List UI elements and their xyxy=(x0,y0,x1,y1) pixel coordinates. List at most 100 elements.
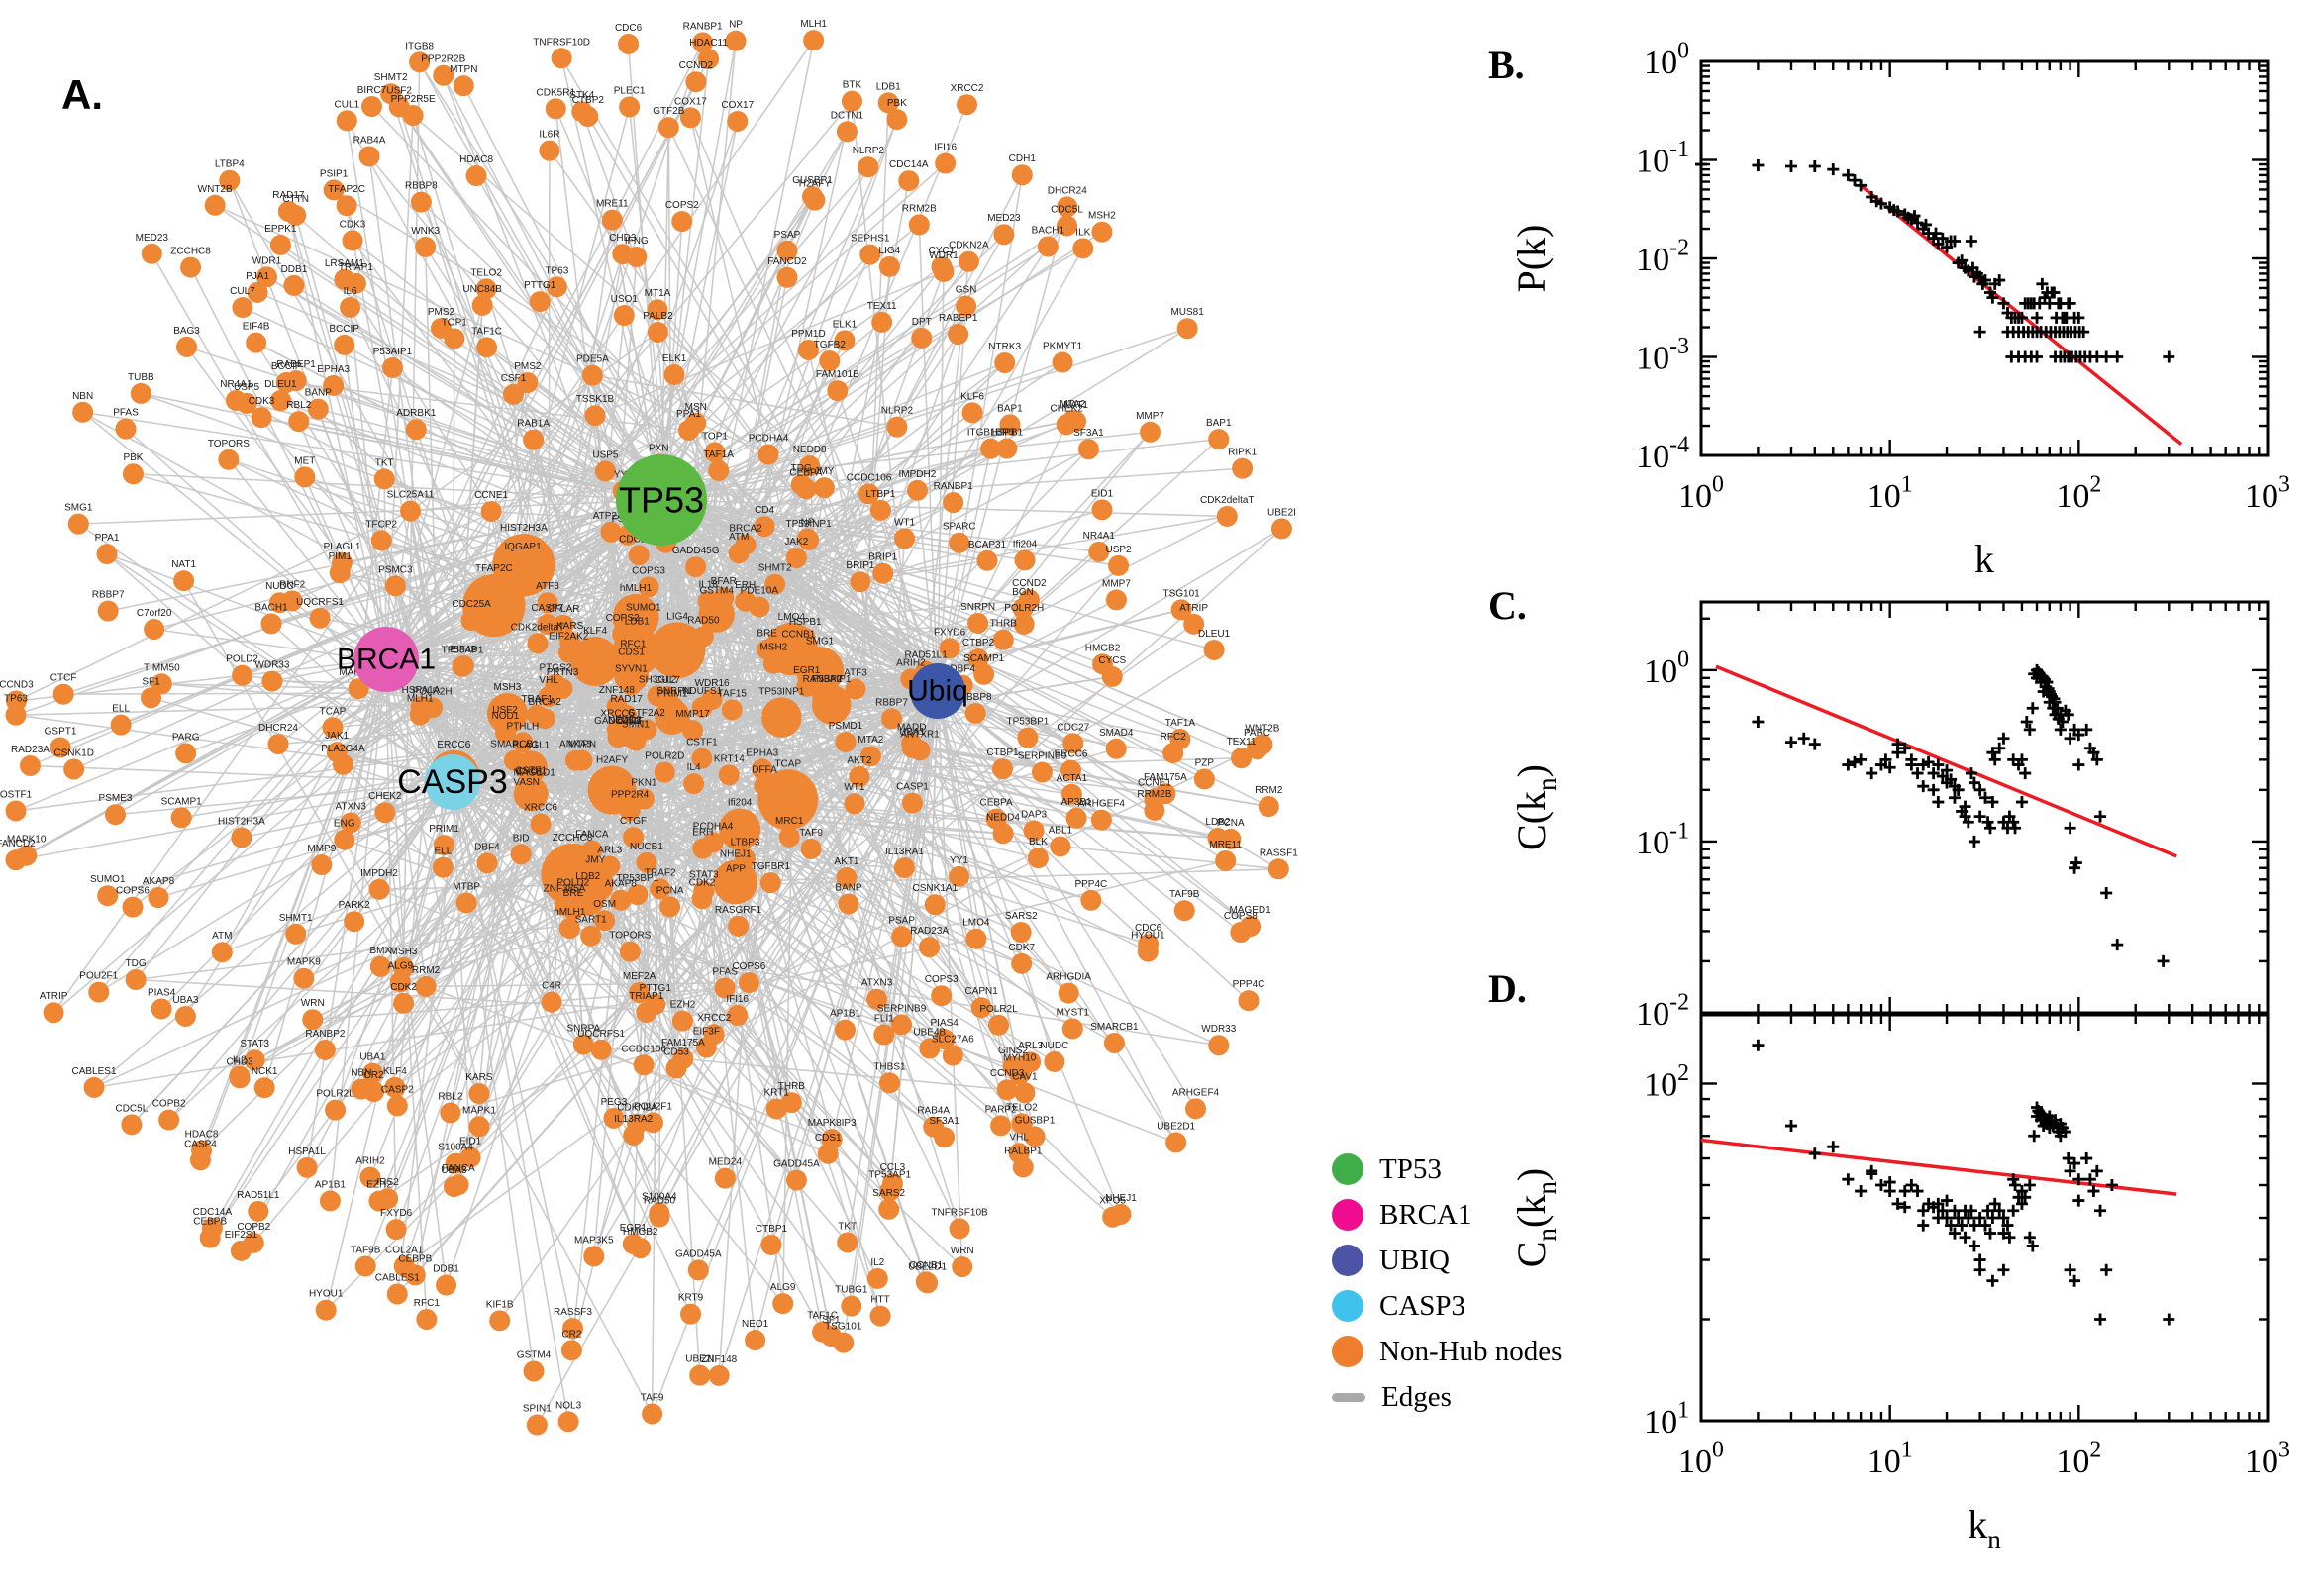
network-node-label: NUDC xyxy=(1040,1041,1068,1051)
network-node-label: CDK2deltaT xyxy=(1200,495,1254,506)
network-node xyxy=(199,1227,221,1248)
network-node-label: CDC14A xyxy=(193,1207,233,1218)
tick-label: 101 xyxy=(1868,472,1913,515)
network-node xyxy=(754,775,775,797)
network-node-label: PIM1 xyxy=(329,551,353,562)
network-node xyxy=(173,570,195,592)
network-node xyxy=(1011,952,1033,974)
network-node-label: LDB2 xyxy=(1205,817,1230,828)
data-point-marker xyxy=(2163,1313,2175,1326)
network-node-label: KRT9 xyxy=(678,1293,704,1304)
network-node xyxy=(115,418,137,440)
network-node xyxy=(630,1238,652,1259)
data-point-marker xyxy=(2064,732,2076,745)
network-node-label: CR2 xyxy=(364,1070,384,1081)
network-node xyxy=(455,892,477,914)
network-node xyxy=(948,324,969,346)
network-node-label: PEG3 xyxy=(601,1097,628,1108)
network-node-label: CSNK1D xyxy=(53,748,94,758)
network-node xyxy=(269,592,291,614)
network-node xyxy=(1183,613,1205,635)
network-node-label: PALB2 xyxy=(643,311,673,322)
network-node-label: SUMO1 xyxy=(90,874,126,885)
network-node-label: WRN xyxy=(951,1246,974,1256)
network-node-label: PIAS4 xyxy=(148,987,176,998)
network-node-label: FAM175A xyxy=(1144,772,1187,783)
network-node-label: BANP xyxy=(305,388,333,399)
network-node-label: PARP2 xyxy=(985,1104,1017,1115)
network-node xyxy=(189,1149,211,1171)
network-node-label: ILK xyxy=(1075,227,1090,238)
data-point-marker xyxy=(1959,800,1971,813)
x-axis-label: k xyxy=(1974,537,1994,581)
network-node xyxy=(628,545,650,566)
network-node xyxy=(633,1054,655,1076)
network-node-label: HSPA1A xyxy=(402,685,441,696)
network-node xyxy=(872,562,894,584)
network-node-label: SMN1 xyxy=(622,719,650,730)
network-node-label: MTPN xyxy=(450,64,477,75)
network-node-label: CD4 xyxy=(755,505,774,516)
legend-item-brca1: BRCA1 xyxy=(1332,1197,1562,1233)
network-node xyxy=(468,1083,490,1105)
network-node xyxy=(626,247,648,268)
network-node xyxy=(1077,439,1099,460)
network-node-label: GSTM4 xyxy=(517,1349,552,1360)
tick-label: 10-1 xyxy=(1636,819,1689,861)
network-node xyxy=(294,466,316,488)
network-node-label: WDR1 xyxy=(929,250,959,261)
network-node-label: VHL xyxy=(539,675,558,686)
network-node-label: BRE xyxy=(563,888,584,899)
network-node-label: WNT2B xyxy=(1245,723,1279,734)
network-node-label: MLH1 xyxy=(407,694,434,705)
network-node-label: ZCCHC8 xyxy=(553,833,593,844)
network-node xyxy=(1103,1032,1125,1053)
data-point-marker xyxy=(1752,715,1765,728)
network-node xyxy=(1023,820,1045,842)
network-node-label: POLR2L xyxy=(316,1089,354,1100)
network-node-label: MMP9 xyxy=(307,844,336,854)
network-node xyxy=(315,1299,337,1321)
network-node xyxy=(322,717,344,739)
network-node xyxy=(866,1267,888,1289)
network-node xyxy=(680,1303,702,1325)
data-point-marker xyxy=(2009,1179,2022,1192)
network-node xyxy=(749,596,770,618)
network-node xyxy=(622,649,644,671)
network-node xyxy=(384,575,406,597)
network-node-label: CDKN2A xyxy=(949,241,989,251)
network-node xyxy=(638,576,659,598)
data-point-marker xyxy=(1784,1120,1797,1133)
data-point-marker xyxy=(1978,274,1991,287)
network-node-label: BCCIP xyxy=(329,324,359,335)
data-point-marker xyxy=(2001,1219,2014,1232)
network-node xyxy=(560,1340,582,1361)
network-node xyxy=(1240,916,1262,938)
network-node xyxy=(1270,518,1292,540)
network-node xyxy=(122,463,144,485)
network-node-label: DDB1 xyxy=(433,1264,459,1275)
network-node-label: TP53INP1 xyxy=(786,519,833,530)
network-node-label: CDK5R1 xyxy=(537,87,576,98)
tick-label: 10-3 xyxy=(1636,334,1689,376)
network-node xyxy=(760,1234,782,1255)
data-point-marker xyxy=(2036,277,2049,290)
network-node xyxy=(841,1295,862,1317)
network-node-label: JMY xyxy=(585,855,605,866)
data-point-marker xyxy=(1968,1240,1980,1252)
network-node-label: HYOU1 xyxy=(309,1289,344,1300)
network-node-label: PIAS4 xyxy=(931,1018,960,1029)
network-node-label: SF1 xyxy=(822,1315,841,1326)
network-node xyxy=(434,835,455,856)
node-swatch-icon xyxy=(1332,1290,1364,1322)
network-node-label: TAF9 xyxy=(799,828,823,839)
network-node xyxy=(1057,215,1078,237)
network-node-label: CDK7 xyxy=(1008,943,1035,953)
network-node xyxy=(253,1077,275,1099)
network-node-label: USP5 xyxy=(234,382,260,393)
network-node xyxy=(601,209,623,231)
network-node-label: SHMT2 xyxy=(374,72,408,83)
network-node xyxy=(817,1143,839,1164)
data-point-marker xyxy=(2062,1152,2074,1165)
data-point-marker xyxy=(1962,816,1974,829)
